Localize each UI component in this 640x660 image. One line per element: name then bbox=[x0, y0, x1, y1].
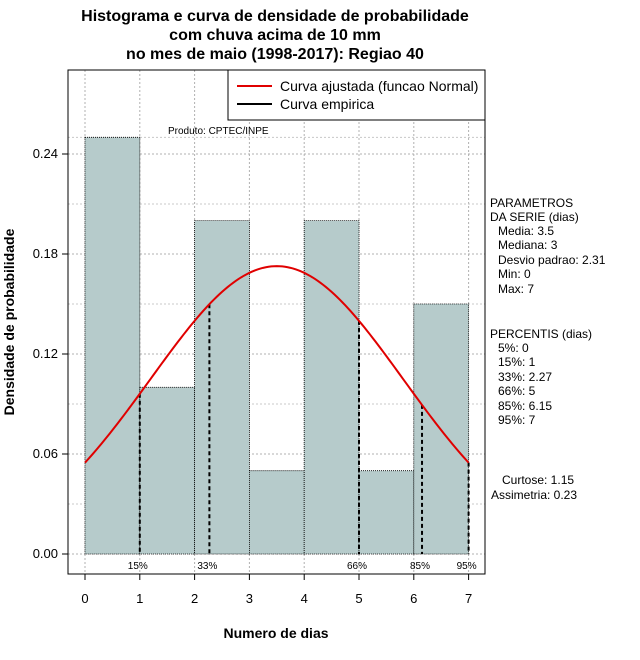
x-tick-label: 4 bbox=[301, 591, 308, 606]
percentis-title: PERCENTIS (dias) bbox=[490, 327, 592, 341]
x-axis-label: Numero de dias bbox=[223, 625, 328, 641]
chart-title-line-3: no mes de maio (1998-2017): Regiao 40 bbox=[126, 46, 424, 63]
x-tick-label: 0 bbox=[81, 591, 88, 606]
pct-85: 85%: 6.15 bbox=[498, 399, 552, 413]
y-axis-label: Densidade de probabilidade bbox=[1, 228, 17, 415]
normal-curve-path bbox=[84, 265, 470, 464]
histogram-bar bbox=[194, 220, 250, 555]
legend: Curva ajustada (funcao Normal) Curva emp… bbox=[227, 69, 486, 121]
params-title-line-1: PARAMETROS bbox=[490, 196, 573, 210]
y-tick-label: 0.24 bbox=[33, 146, 58, 161]
y-tick-label: 0.12 bbox=[33, 346, 58, 361]
histogram-bars bbox=[84, 136, 469, 555]
histogram-bar bbox=[303, 220, 360, 555]
legend-label-empirical: Curva empirica bbox=[280, 96, 374, 112]
percentile-label: 15% bbox=[128, 561, 148, 572]
y-tick-label: 0.18 bbox=[33, 246, 58, 261]
percentile-label: 85% bbox=[410, 561, 430, 572]
stat-max: Max: 7 bbox=[498, 282, 534, 296]
x-tick-label: 2 bbox=[191, 591, 198, 606]
percentile-label: 33% bbox=[197, 561, 217, 572]
histogram-bar bbox=[139, 386, 196, 555]
stat-media: Media: 3.5 bbox=[498, 224, 554, 238]
pct-15: 15%: 1 bbox=[498, 355, 536, 369]
x-tick-label: 7 bbox=[465, 591, 472, 606]
percentile-label: 95% bbox=[457, 561, 477, 572]
params-title-line-2: DA SERIE (dias) bbox=[490, 210, 579, 224]
histogram-bar bbox=[84, 136, 141, 555]
statistics-panel: PARAMETROS DA SERIE (dias) Media: 3.5 Me… bbox=[490, 196, 606, 502]
x-tick-label: 5 bbox=[355, 591, 362, 606]
pct-5: 5%: 0 bbox=[498, 341, 529, 355]
y-tick-label: 0.06 bbox=[33, 446, 58, 461]
legend-label-fitted: Curva ajustada (funcao Normal) bbox=[280, 78, 478, 94]
x-tick-label: 6 bbox=[410, 591, 417, 606]
histogram-bar bbox=[248, 470, 305, 555]
normal-curve bbox=[84, 265, 470, 464]
y-tick-label: 0.00 bbox=[33, 546, 58, 561]
chart-title-line-1: Histograma e curva de densidade de proba… bbox=[81, 8, 469, 25]
pct-33: 33%: 2.27 bbox=[498, 370, 552, 384]
stat-assimetria: Assimetria: 0.23 bbox=[491, 488, 577, 502]
chart-title-line-2: com chuva acima de 10 mm bbox=[169, 27, 381, 44]
pct-66: 66%: 5 bbox=[498, 384, 536, 398]
percentile-lines: 15% 33% 66% 85% 95% bbox=[128, 304, 477, 572]
stat-curtose: Curtose: 1.15 bbox=[502, 473, 574, 487]
stat-mediana: Mediana: 3 bbox=[498, 238, 558, 252]
histogram-bar bbox=[358, 470, 415, 555]
x-tick-label: 1 bbox=[136, 591, 143, 606]
stat-min: Min: 0 bbox=[498, 267, 531, 281]
percentile-label: 66% bbox=[347, 561, 367, 572]
stat-desvio: Desvio padrao: 2.31 bbox=[498, 253, 606, 267]
legend-box bbox=[227, 69, 486, 121]
product-label: Produto: CPTEC/INPE bbox=[168, 126, 269, 137]
x-tick-label: 3 bbox=[246, 591, 253, 606]
pct-95: 95%: 7 bbox=[498, 413, 536, 427]
